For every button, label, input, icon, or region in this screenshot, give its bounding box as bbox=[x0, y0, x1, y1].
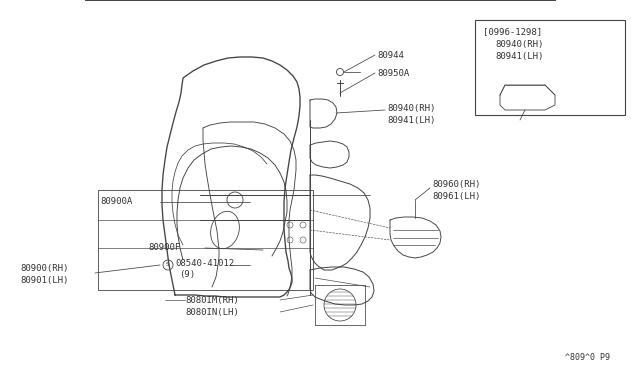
Text: 80900F: 80900F bbox=[148, 244, 180, 253]
Text: 8080IN(LH): 8080IN(LH) bbox=[185, 308, 239, 317]
Text: 80940(RH): 80940(RH) bbox=[495, 41, 543, 49]
Text: 80900A: 80900A bbox=[100, 198, 132, 206]
Bar bbox=[98, 190, 313, 290]
Text: (9): (9) bbox=[179, 270, 195, 279]
Text: 80960(RH): 80960(RH) bbox=[432, 180, 481, 189]
Text: 80944: 80944 bbox=[377, 51, 404, 60]
Text: 80941(LH): 80941(LH) bbox=[387, 115, 435, 125]
Text: 80901(LH): 80901(LH) bbox=[20, 276, 68, 285]
Text: ^809^0 P9: ^809^0 P9 bbox=[565, 353, 610, 362]
Text: 8080IM(RH): 8080IM(RH) bbox=[185, 295, 239, 305]
Text: [0996-1298]: [0996-1298] bbox=[483, 28, 542, 36]
Text: 08540-41012: 08540-41012 bbox=[175, 259, 234, 267]
Text: 80940(RH): 80940(RH) bbox=[387, 103, 435, 112]
Text: 80961(LH): 80961(LH) bbox=[432, 192, 481, 202]
Text: 80941(LH): 80941(LH) bbox=[495, 52, 543, 61]
Text: S: S bbox=[166, 263, 170, 267]
Text: 80950A: 80950A bbox=[377, 68, 409, 77]
Text: 80900(RH): 80900(RH) bbox=[20, 263, 68, 273]
Bar bbox=[475, 20, 625, 115]
